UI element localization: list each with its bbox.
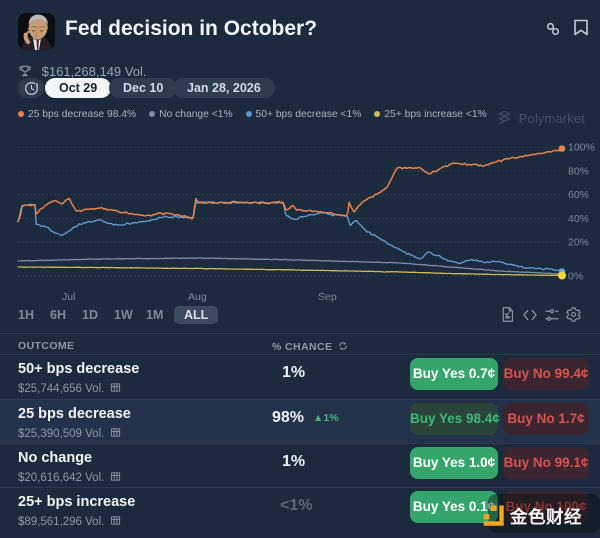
svg-text:80%: 80% xyxy=(568,165,589,177)
svg-text:0%: 0% xyxy=(568,271,583,283)
svg-text:40%: 40% xyxy=(568,213,589,225)
svg-text:60%: 60% xyxy=(568,189,589,201)
svg-text:100%: 100% xyxy=(568,142,595,154)
svg-text:20%: 20% xyxy=(568,237,589,249)
